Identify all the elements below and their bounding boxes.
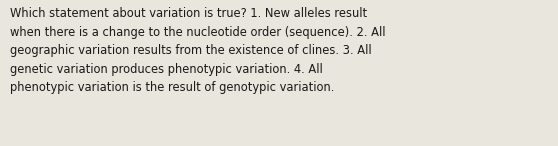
Text: Which statement about variation is true? 1. New alleles result
when there is a c: Which statement about variation is true?… [10,7,386,94]
